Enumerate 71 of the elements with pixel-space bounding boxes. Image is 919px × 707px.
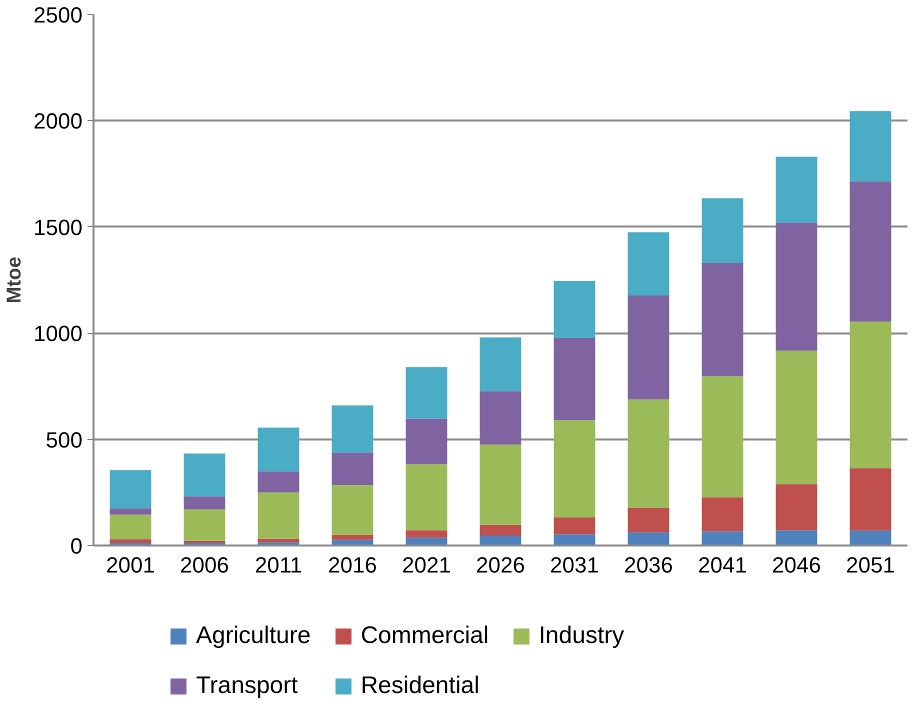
y-axis-title: Mtoe [4, 256, 26, 304]
legend-label: Transport [196, 672, 298, 700]
bar [110, 514, 152, 540]
bar [480, 524, 522, 536]
bar [258, 538, 300, 542]
legend-label: Industry [538, 622, 624, 650]
bar [480, 337, 522, 392]
bar [628, 508, 670, 532]
y-tick-label: 0 [70, 534, 83, 558]
bar [406, 418, 448, 464]
y-tick-label: 1000 [34, 321, 83, 346]
bar [332, 452, 374, 485]
y-tick-label: 1500 [34, 214, 83, 240]
bar [850, 468, 892, 531]
bar [628, 399, 670, 508]
bar [554, 534, 596, 546]
bar [332, 405, 374, 453]
bar [406, 530, 448, 538]
bar [480, 391, 522, 445]
y-tick-label: 2000 [34, 108, 83, 134]
legend-label: Agriculture [196, 622, 311, 650]
legend-label: Commercial [360, 622, 489, 650]
bar [628, 296, 670, 400]
bar [554, 281, 596, 338]
x-tick-label: 2046 [772, 552, 821, 578]
bar [776, 222, 818, 351]
x-tick-label: 2031 [550, 552, 599, 578]
bar [850, 530, 892, 546]
bar [258, 492, 300, 539]
bar [776, 484, 818, 530]
x-tick-label: 2021 [402, 552, 451, 578]
x-tick-label: 2051 [846, 552, 895, 578]
x-tick-label: 2041 [698, 552, 747, 578]
bar [110, 508, 152, 515]
bar [850, 111, 892, 182]
bar [258, 428, 300, 472]
bar [850, 322, 892, 468]
bar [702, 497, 744, 532]
bar [776, 350, 818, 484]
bar [628, 532, 670, 546]
bar [406, 367, 448, 419]
bar [184, 454, 226, 496]
x-tick-label: 2001 [106, 552, 155, 578]
bar [110, 470, 152, 508]
y-tick-label: 2500 [34, 2, 83, 28]
bar [554, 517, 596, 534]
bar [776, 530, 818, 546]
bar [110, 539, 152, 543]
y-tick-label: 500 [46, 427, 83, 452]
bar [850, 181, 892, 322]
bar [406, 464, 448, 530]
bar [332, 534, 374, 540]
bar [184, 496, 226, 510]
x-tick-label: 2006 [180, 552, 229, 578]
legend-label: Residential [360, 672, 480, 700]
bar [702, 198, 744, 264]
x-tick-label: 2036 [624, 552, 673, 578]
bar [184, 509, 226, 541]
bar [702, 376, 744, 498]
bar [480, 444, 522, 525]
bar [702, 531, 744, 546]
bar [628, 232, 670, 296]
bar [776, 156, 818, 223]
bar [554, 420, 596, 518]
x-tick-label: 2011 [254, 552, 302, 578]
bar [332, 484, 374, 535]
x-tick-label: 2016 [328, 552, 377, 578]
bar [702, 263, 744, 376]
bar [554, 338, 596, 420]
x-tick-label: 2026 [476, 552, 525, 578]
bar [258, 471, 300, 492]
